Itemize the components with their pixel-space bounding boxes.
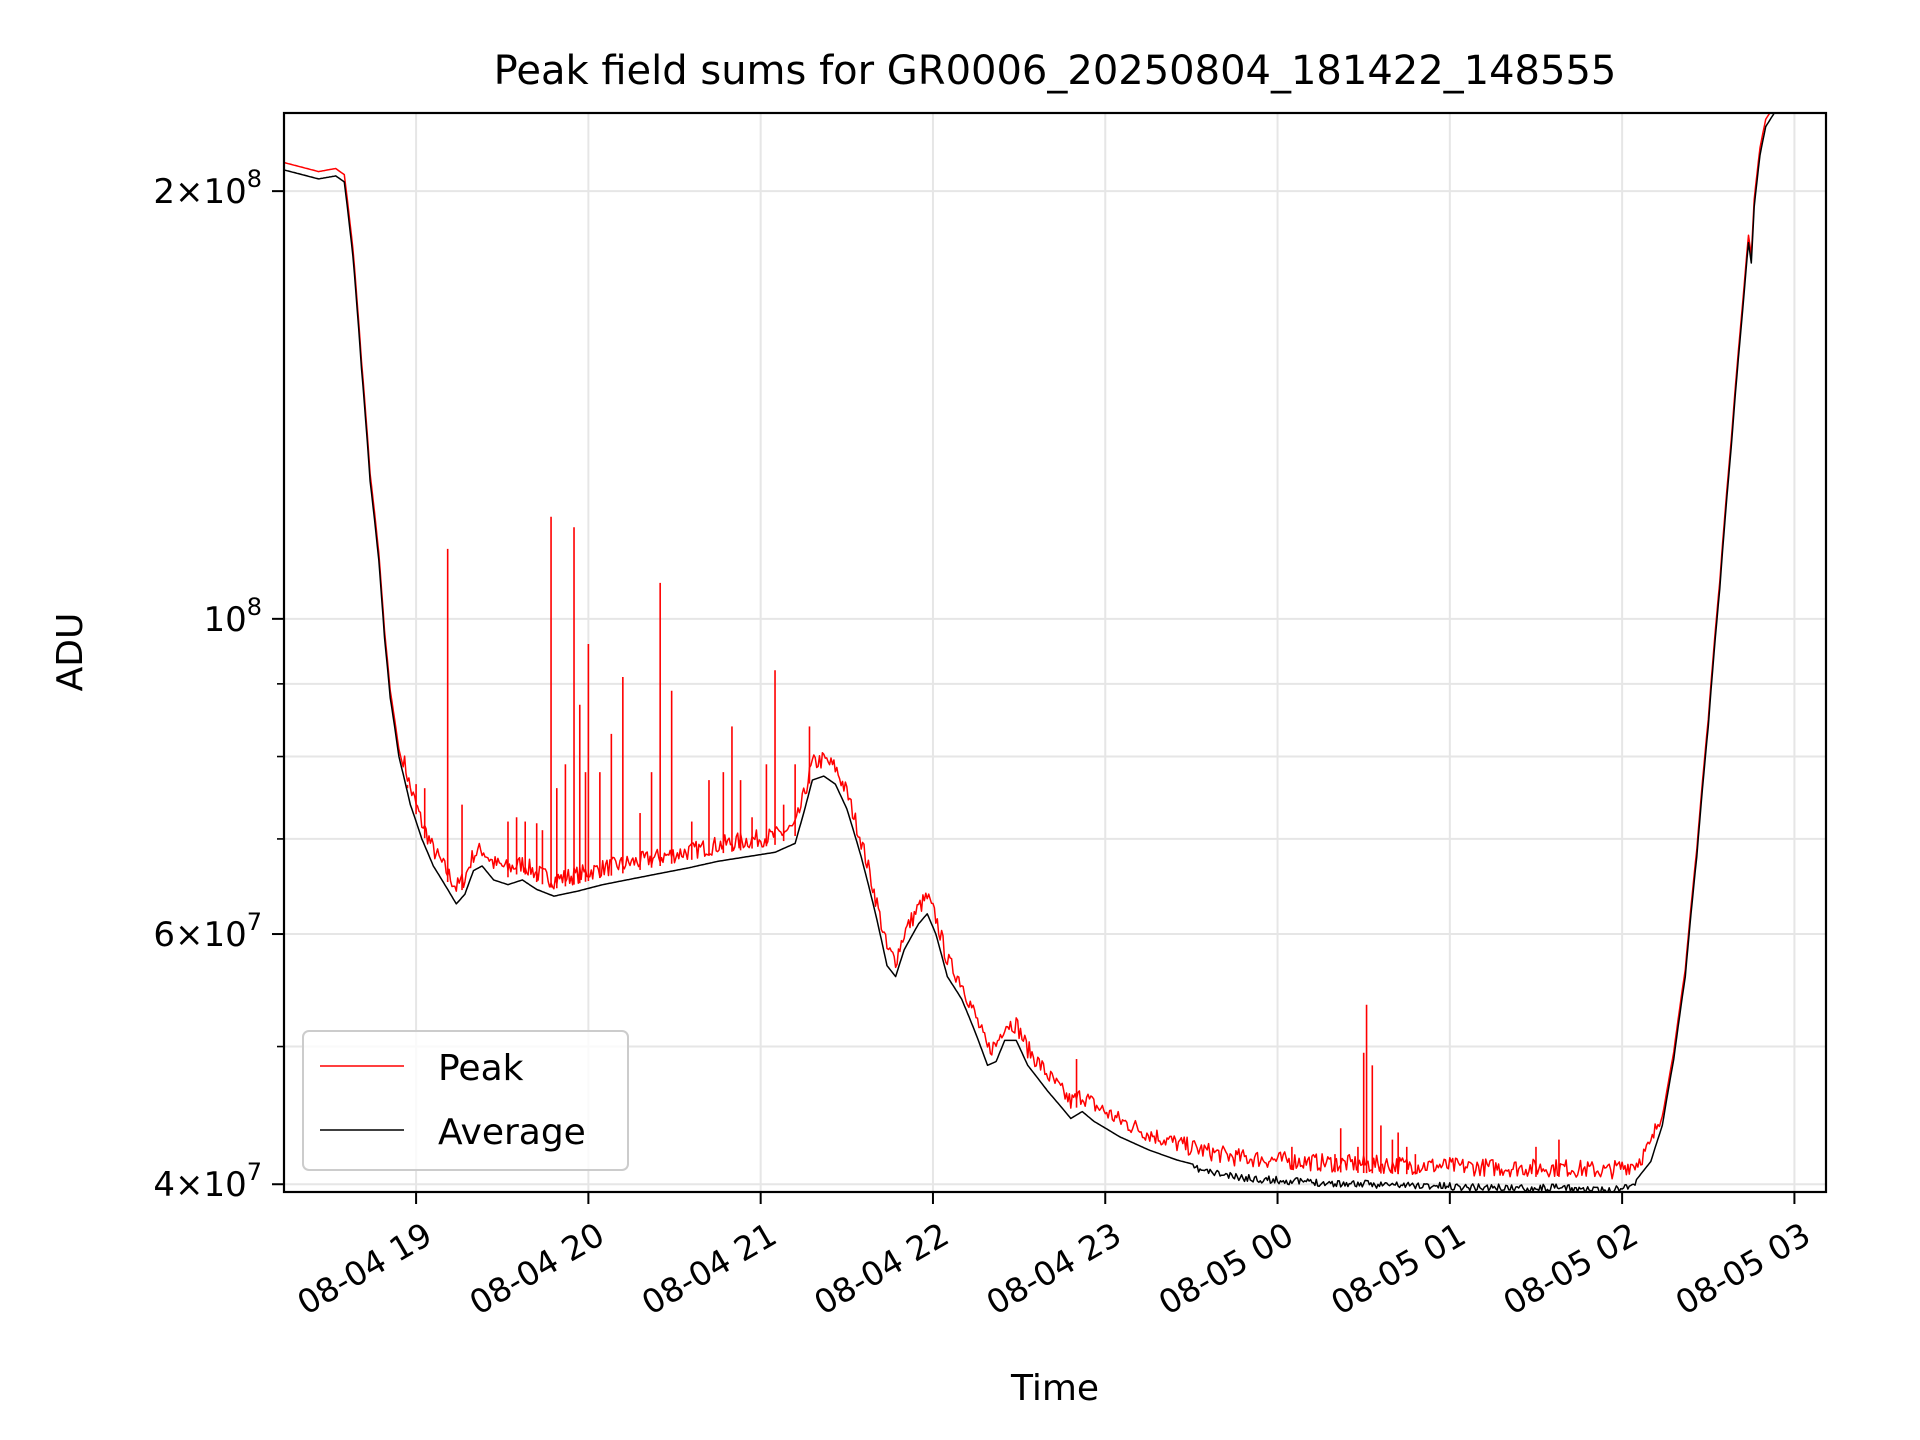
legend-label-peak: Peak	[438, 1048, 524, 1089]
y-tick-label: 4×107	[153, 1158, 262, 1205]
x-axis-label: Time	[1010, 1368, 1099, 1409]
plot-frame	[282, 111, 1828, 1194]
grid	[284, 113, 1826, 1192]
y-tick-label: 6×107	[153, 908, 262, 955]
legend: Peak Average	[302, 1030, 629, 1171]
chart-title: Peak field sums for GR0006_20250804_1814…	[494, 48, 1617, 94]
y-tick-label: 108	[203, 593, 262, 640]
y-axis-label: ADU	[50, 613, 91, 692]
legend-label-average: Average	[438, 1112, 586, 1153]
y-axis: 4×107 6×107 108 2×108	[153, 165, 284, 1205]
y-tick-label: 2×108	[153, 165, 262, 212]
series-line-peak	[283, 112, 1775, 1180]
